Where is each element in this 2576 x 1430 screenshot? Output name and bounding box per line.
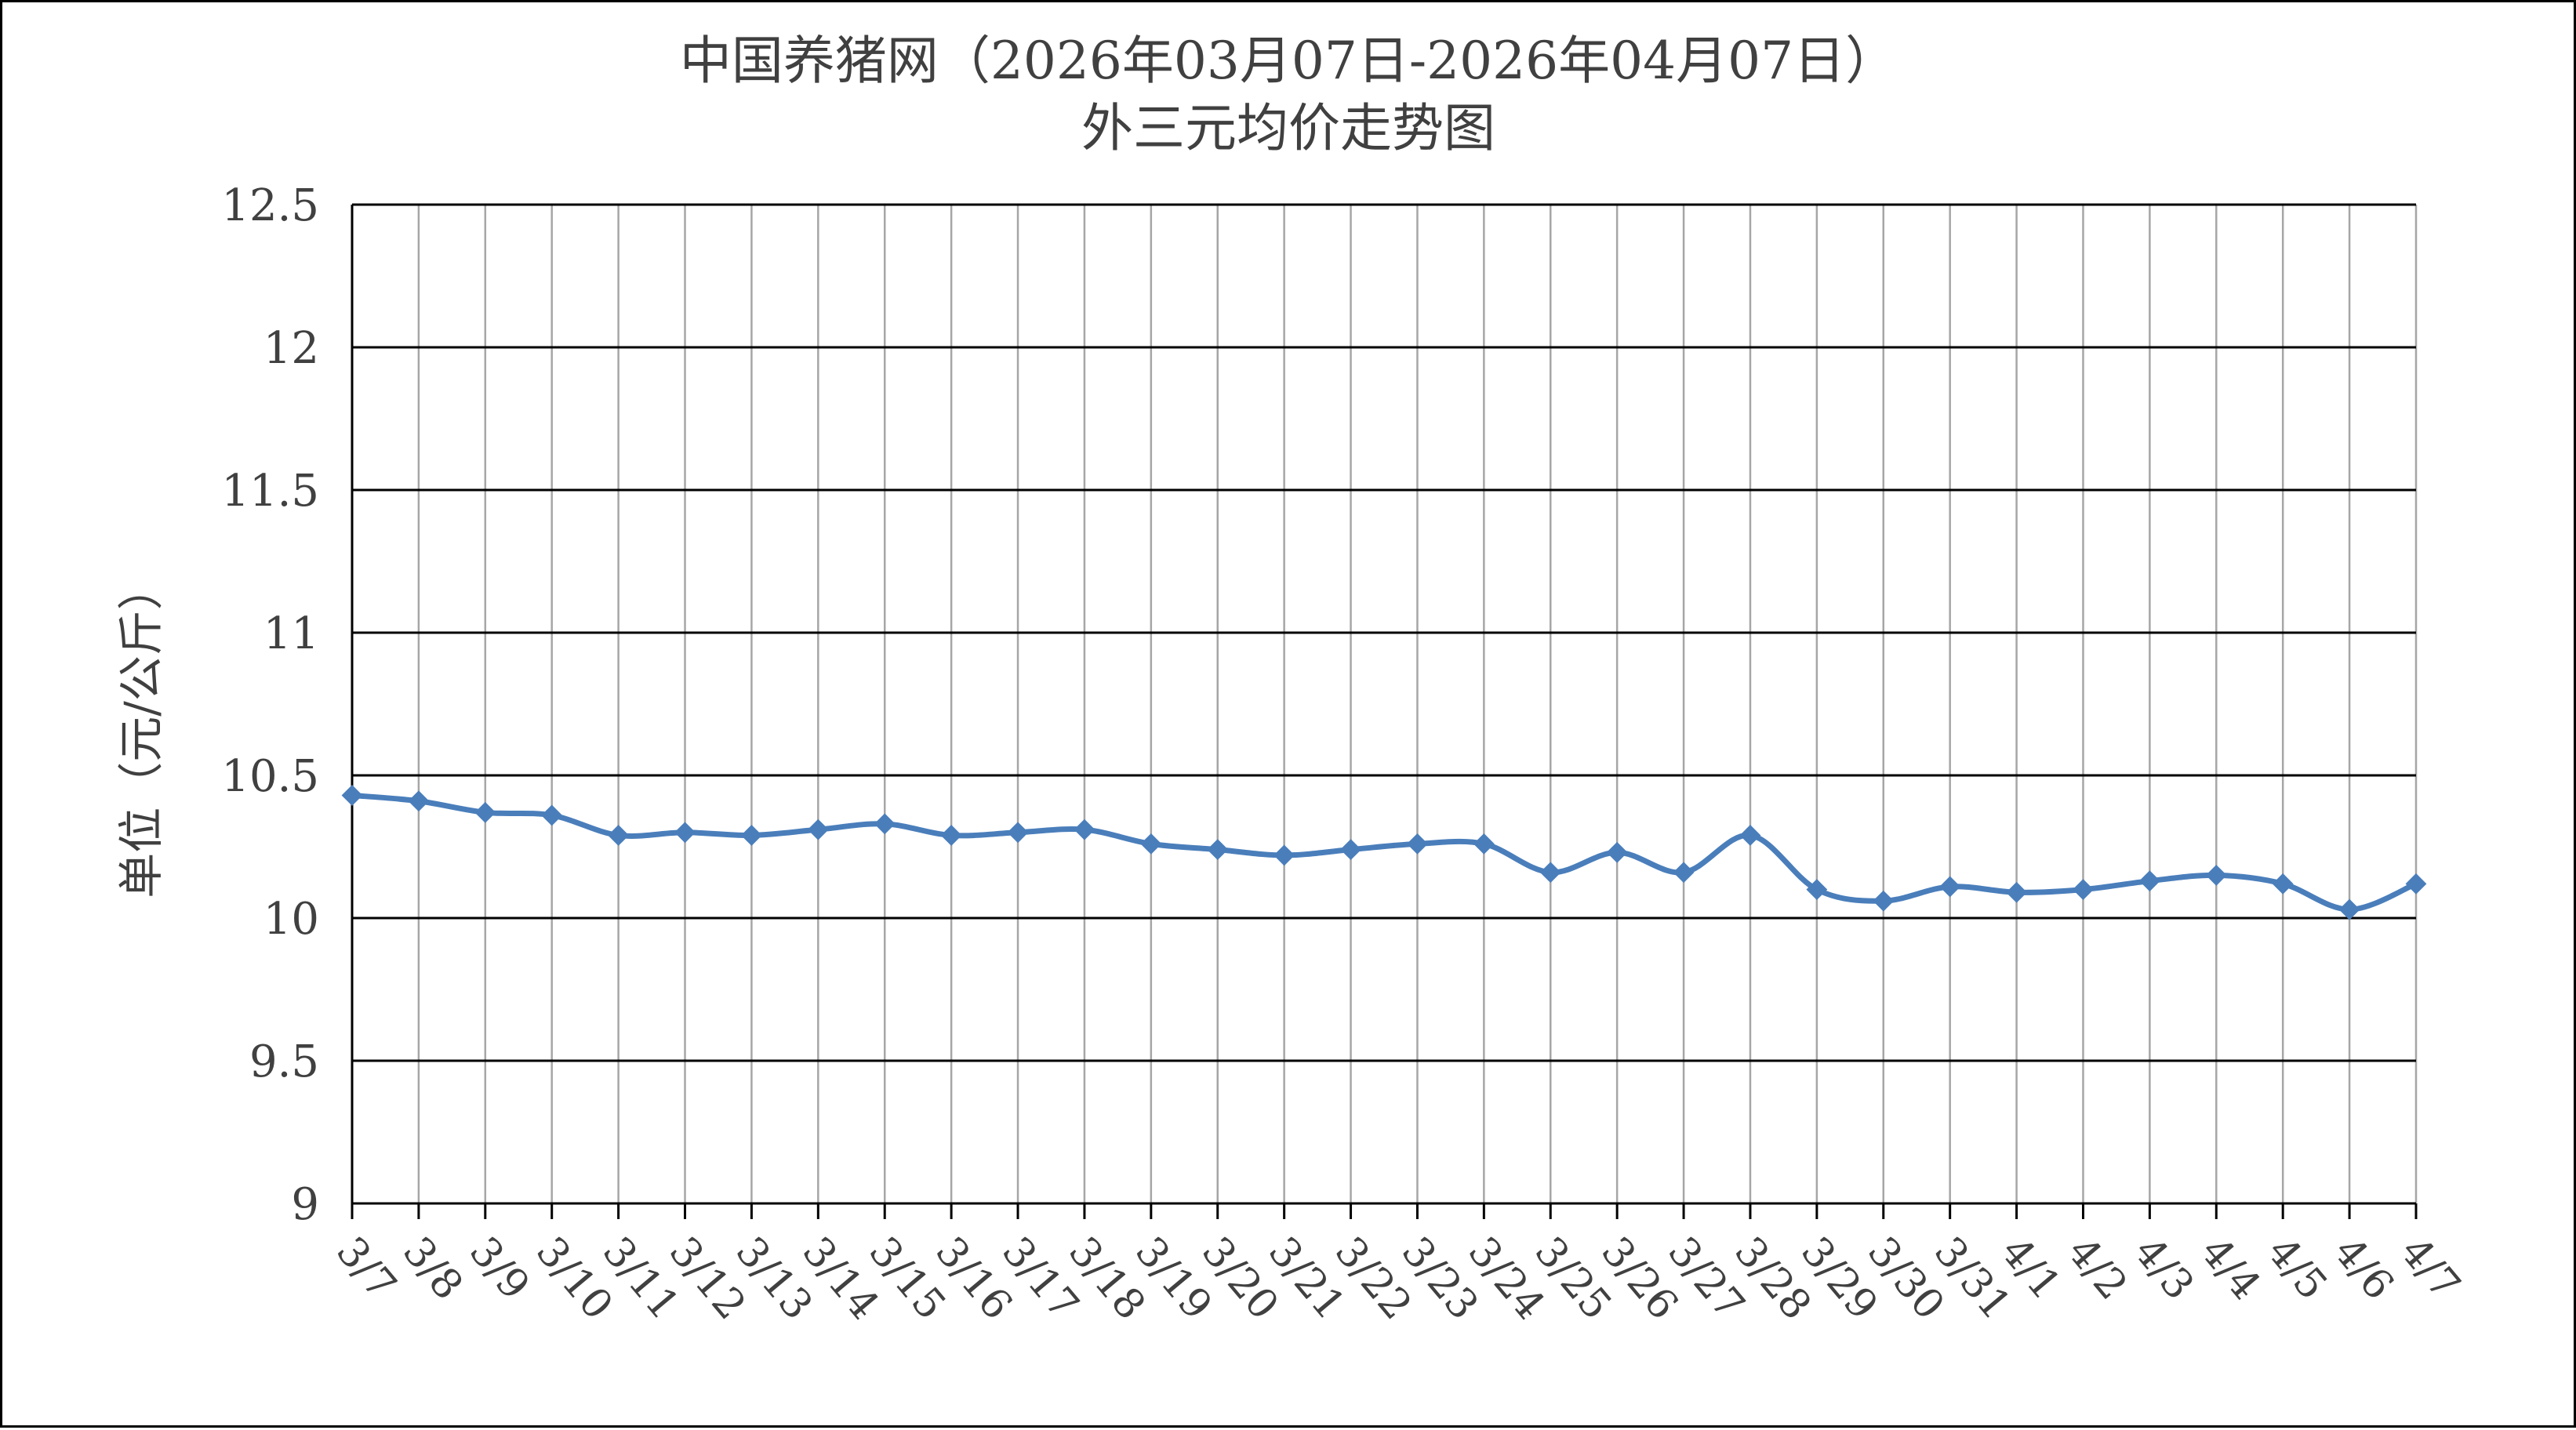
data-point (2405, 873, 2427, 895)
data-point (741, 825, 762, 846)
y-tick-label: 9 (291, 1179, 319, 1230)
chart-subtitle: 外三元均价走势图 (1081, 98, 1495, 158)
data-point (1939, 876, 1961, 898)
x-tick-labels: 3/73/83/93/103/113/123/133/143/153/163/1… (327, 1229, 2469, 1329)
y-tick-label: 10.5 (221, 751, 319, 802)
x-tick-label: 3/11 (594, 1229, 689, 1329)
data-point (1673, 862, 1695, 884)
data-point (1407, 833, 1428, 855)
x-tick-label: 3/25 (1525, 1229, 1620, 1329)
data-point (1074, 818, 1095, 840)
data-point (341, 785, 363, 806)
data-point (2006, 881, 2027, 903)
y-tick-label: 10 (263, 894, 319, 945)
x-tick-label: 3/20 (1193, 1229, 1288, 1329)
x-tick-label: 3/9 (460, 1229, 539, 1309)
x-tick-label: 3/21 (1259, 1229, 1354, 1329)
data-point (940, 825, 962, 846)
y-tick-label: 12 (263, 323, 319, 374)
x-tick-label: 3/10 (527, 1229, 622, 1329)
data-point (2272, 873, 2294, 895)
data-point (1806, 879, 1828, 901)
y-tick-label: 11.5 (221, 466, 319, 517)
data-point (1606, 841, 1628, 863)
x-tick-label: 3/23 (1392, 1229, 1487, 1329)
data-point (1739, 825, 1761, 846)
x-tick-label: 3/30 (1858, 1229, 1953, 1329)
x-tick-label: 3/31 (1925, 1229, 2020, 1329)
x-tick-label: 3/19 (1126, 1229, 1221, 1329)
data-point (2338, 898, 2360, 920)
data-point (608, 825, 630, 846)
x-tick-label: 3/14 (793, 1229, 888, 1329)
data-point (2138, 870, 2160, 892)
x-tick-label: 4/4 (2191, 1229, 2269, 1309)
x-tick-label: 3/16 (926, 1229, 1021, 1329)
x-tick-label: 3/8 (394, 1229, 472, 1309)
data-point (1007, 822, 1029, 844)
data-point (474, 801, 496, 823)
x-tick-label: 3/27 (1659, 1229, 1753, 1329)
x-tick-label: 3/18 (1059, 1229, 1154, 1329)
x-tick-label: 3/28 (1725, 1229, 1820, 1329)
data-point (807, 818, 829, 840)
y-tick-label: 12.5 (221, 180, 319, 231)
x-tick-label: 3/7 (327, 1229, 405, 1309)
data-point (2073, 879, 2094, 901)
y-tick-label: 11 (263, 608, 319, 659)
data-point (1539, 862, 1561, 884)
x-tick-label: 3/24 (1459, 1229, 1553, 1329)
x-tick-label: 3/13 (726, 1229, 821, 1329)
y-axis-label: 单位（元/公斤） (114, 564, 168, 898)
y-tick-labels: 9 9.5 10 10.5 11 11.5 12 12.5 (221, 180, 319, 1230)
x-tick-label: 3/12 (660, 1229, 755, 1329)
data-point (674, 822, 696, 844)
series-line (349, 792, 2419, 913)
chart-title: 中国养猪网（2026年03月07日-2026年04月07日） (680, 31, 1897, 91)
x-tick-label: 4/3 (2124, 1229, 2203, 1309)
data-point (408, 790, 430, 812)
x-tick-label: 3/22 (1326, 1229, 1421, 1329)
data-point (1207, 839, 1229, 861)
x-tick-label: 4/7 (2391, 1229, 2469, 1309)
data-points (341, 785, 2427, 920)
x-tick-label: 3/26 (1592, 1229, 1687, 1329)
data-point (1873, 890, 1895, 912)
grid-layer (351, 203, 2418, 1219)
data-point (874, 813, 896, 835)
data-point (1273, 844, 1295, 866)
x-tick-label: 4/6 (2324, 1229, 2403, 1309)
y-tick-label: 9.5 (249, 1036, 319, 1087)
data-point (2205, 864, 2227, 886)
x-tick-label: 3/29 (1792, 1229, 1887, 1329)
data-point (1140, 833, 1162, 855)
data-point (541, 804, 563, 826)
x-tick-label: 3/15 (859, 1229, 954, 1329)
data-point (1340, 839, 1361, 861)
x-tick-label: 4/2 (2058, 1229, 2137, 1309)
data-point (1473, 833, 1495, 855)
x-tick-label: 4/5 (2258, 1229, 2336, 1309)
x-tick-label: 3/17 (993, 1229, 1088, 1329)
